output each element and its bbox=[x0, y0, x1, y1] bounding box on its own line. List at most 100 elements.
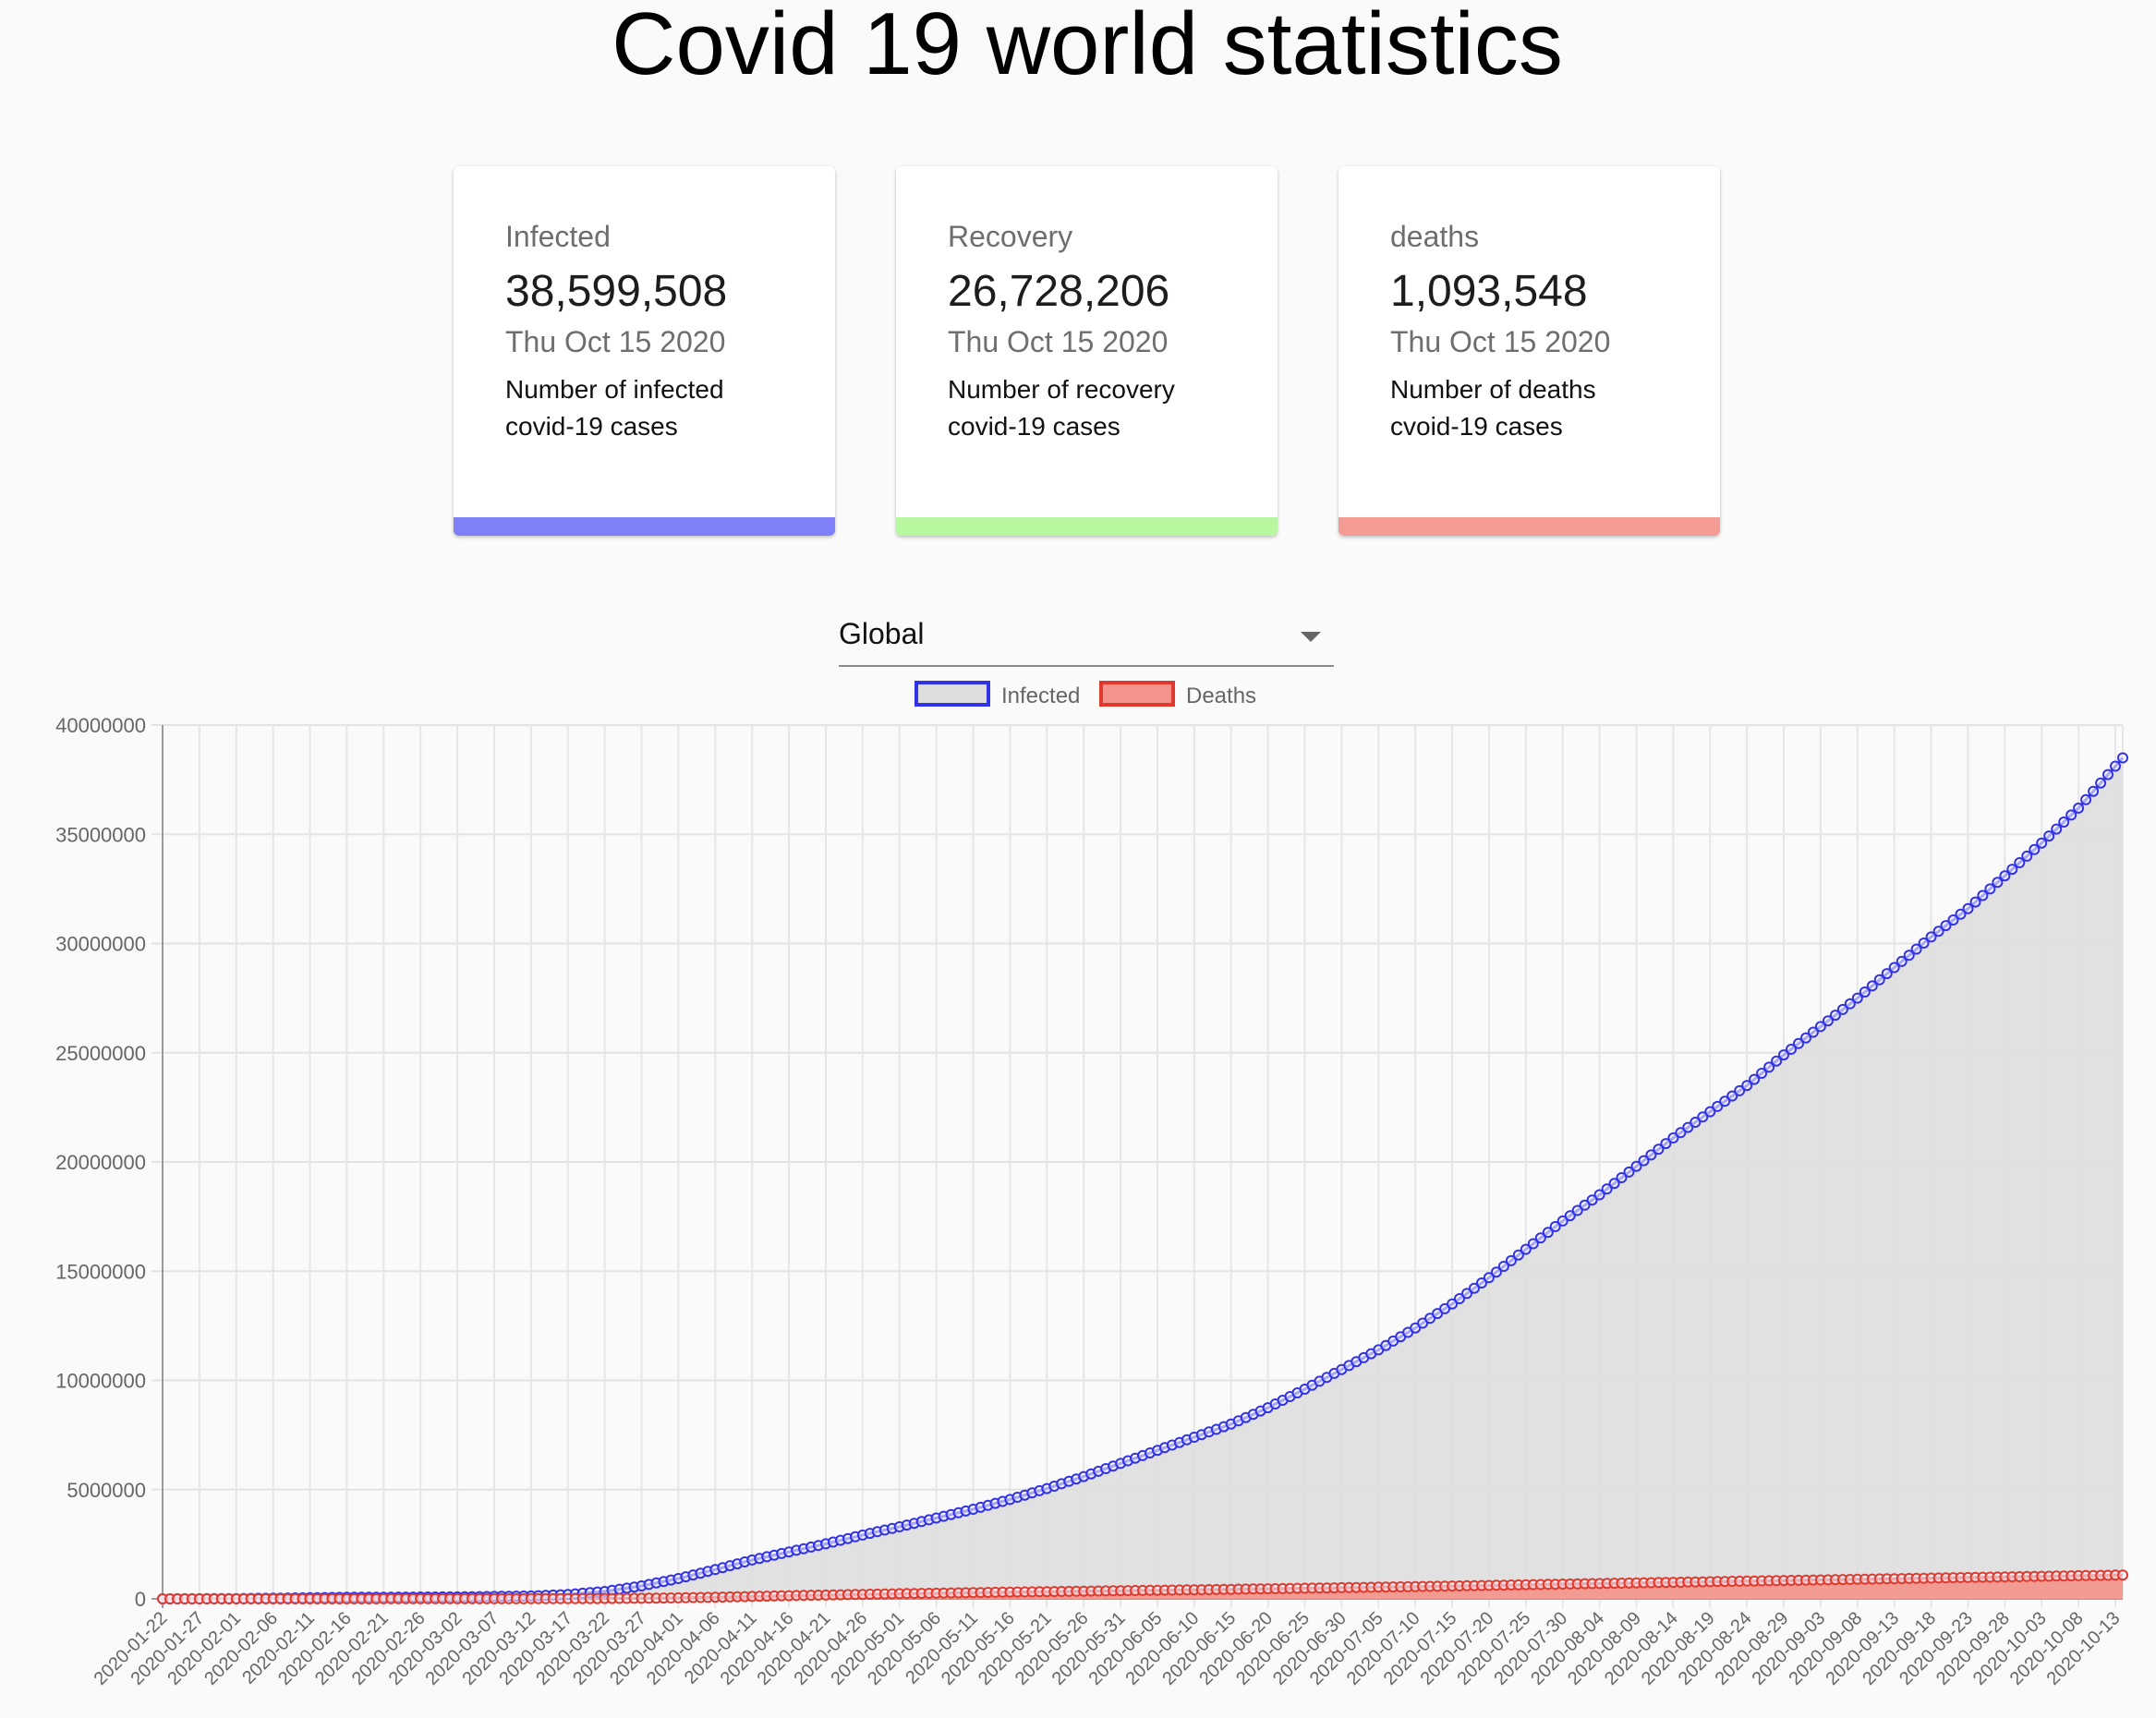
page-title: Covid 19 world statistics bbox=[612, 0, 1563, 93]
infected-point bbox=[1896, 955, 1908, 967]
infected-point bbox=[1542, 1227, 1554, 1239]
infected-point bbox=[1726, 1090, 1738, 1102]
infected-point bbox=[1704, 1106, 1716, 1118]
infected-point bbox=[1682, 1121, 1694, 1133]
legend-swatch bbox=[914, 681, 990, 707]
infected-point bbox=[1497, 1261, 1509, 1272]
infected-point bbox=[2088, 785, 2100, 797]
infected-point bbox=[1969, 896, 1981, 908]
infected-card: Infected 38,599,508 Thu Oct 15 2020 Numb… bbox=[454, 166, 835, 536]
legend-swatch bbox=[1099, 681, 1175, 707]
infected-point bbox=[2043, 830, 2055, 842]
card-label: deaths bbox=[1390, 220, 1480, 253]
infected-point bbox=[1719, 1095, 1731, 1107]
country-select-value: Global bbox=[839, 617, 925, 650]
y-tick-label: 15000000 bbox=[55, 1260, 146, 1283]
infected-point bbox=[1786, 1044, 1797, 1055]
infected-point bbox=[1940, 920, 1952, 932]
infected-point bbox=[1447, 1298, 1459, 1310]
infected-point bbox=[1660, 1138, 1672, 1150]
infected-point bbox=[1667, 1132, 1679, 1143]
deaths-area bbox=[163, 1575, 2123, 1599]
infected-point bbox=[1771, 1055, 1783, 1067]
card-date: Thu Oct 15 2020 bbox=[1390, 325, 1611, 358]
infected-point bbox=[1749, 1073, 1761, 1085]
chevron-down-icon[interactable] bbox=[1301, 632, 1321, 642]
infected-point bbox=[2102, 768, 2114, 780]
recovery-card: Recovery 26,728,206 Thu Oct 15 2020 Numb… bbox=[896, 166, 1278, 536]
card-value: 38,599,508 bbox=[505, 267, 728, 316]
infected-point bbox=[1822, 1015, 1834, 1027]
infected-point bbox=[1512, 1249, 1524, 1261]
infected-point bbox=[2065, 809, 2077, 821]
infected-point bbox=[1461, 1288, 1472, 1300]
card-value: 26,728,206 bbox=[948, 267, 1170, 316]
chart-legend: Infected Deaths bbox=[914, 681, 1256, 708]
infected-point bbox=[1564, 1210, 1576, 1222]
infected-point bbox=[1866, 980, 1878, 992]
infected-point bbox=[1851, 992, 1863, 1004]
infected-point bbox=[1881, 968, 1893, 980]
deaths-point bbox=[2117, 1569, 2128, 1581]
infected-point bbox=[1579, 1199, 1591, 1211]
y-tick-label: 40000000 bbox=[55, 714, 146, 737]
infected-point bbox=[1734, 1084, 1746, 1096]
infected-point bbox=[1756, 1068, 1768, 1079]
infected-point bbox=[1836, 1003, 1848, 1015]
x-axis-ticks: 2020-01-222020-01-272020-02-012020-02-06… bbox=[91, 1608, 2125, 1689]
stat-cards: Infected 38,599,508 Thu Oct 15 2020 Numb… bbox=[454, 166, 1721, 536]
infected-point bbox=[1903, 950, 1915, 962]
infected-point bbox=[1549, 1221, 1561, 1232]
infected-point bbox=[2073, 802, 2085, 814]
legend-label: Deaths bbox=[1186, 684, 1256, 708]
infected-point bbox=[1483, 1272, 1495, 1284]
infected-point bbox=[2110, 760, 2121, 772]
card-description: Number of deaths cvoid-19 cases bbox=[1390, 375, 1596, 441]
card-date: Thu Oct 15 2020 bbox=[505, 325, 726, 358]
infected-point bbox=[1608, 1178, 1620, 1190]
infected-point bbox=[1653, 1143, 1665, 1155]
infected-point bbox=[1490, 1266, 1502, 1278]
infected-point bbox=[1844, 998, 1856, 1010]
infected-point bbox=[1873, 974, 1885, 986]
y-tick-label: 35000000 bbox=[55, 823, 146, 846]
y-tick-label: 30000000 bbox=[55, 933, 146, 956]
infected-point bbox=[1977, 889, 1989, 901]
chart-points bbox=[157, 752, 2128, 1604]
infected-point bbox=[1800, 1032, 1811, 1044]
infected-point bbox=[1520, 1243, 1532, 1255]
infected-point bbox=[1690, 1117, 1702, 1128]
infected-point bbox=[1807, 1026, 1819, 1038]
infected-point bbox=[1586, 1194, 1598, 1206]
infected-point bbox=[1888, 962, 1900, 974]
y-axis-ticks: 0 5000000 10000000 15000000 20000000 25000000… bbox=[55, 714, 146, 1611]
infected-point bbox=[1697, 1111, 1709, 1123]
card-description: Number of infected covid-19 cases bbox=[505, 375, 724, 441]
cases-line-chart: 0 5000000 10000000 15000000 20000000 25000000… bbox=[55, 681, 2128, 1689]
infected-point bbox=[1962, 902, 1974, 914]
infected-point bbox=[1439, 1302, 1451, 1314]
infected-point bbox=[2051, 823, 2063, 835]
infected-point bbox=[1469, 1282, 1480, 1294]
infected-point bbox=[1505, 1254, 1517, 1266]
infected-point bbox=[2036, 837, 2048, 849]
infected-point bbox=[1645, 1149, 1657, 1161]
card-label: Recovery bbox=[948, 220, 1073, 253]
infected-point bbox=[1829, 1010, 1841, 1022]
infected-point bbox=[2117, 752, 2128, 764]
infected-point bbox=[1992, 877, 2004, 889]
infected-point bbox=[1527, 1238, 1539, 1250]
infected-point bbox=[2014, 857, 2026, 868]
country-select[interactable]: Global bbox=[839, 610, 1334, 667]
infected-point bbox=[1947, 914, 1959, 926]
infected-point bbox=[1432, 1308, 1444, 1320]
infected-point bbox=[1556, 1215, 1569, 1227]
infected-point bbox=[1454, 1293, 1465, 1304]
y-tick-label: 10000000 bbox=[55, 1370, 146, 1393]
infected-point bbox=[1999, 870, 2011, 882]
infected-area bbox=[163, 757, 2123, 1599]
infected-point bbox=[1793, 1037, 1804, 1049]
infected-point bbox=[1638, 1155, 1650, 1167]
infected-point bbox=[1910, 943, 1922, 955]
infected-point bbox=[2021, 850, 2033, 862]
